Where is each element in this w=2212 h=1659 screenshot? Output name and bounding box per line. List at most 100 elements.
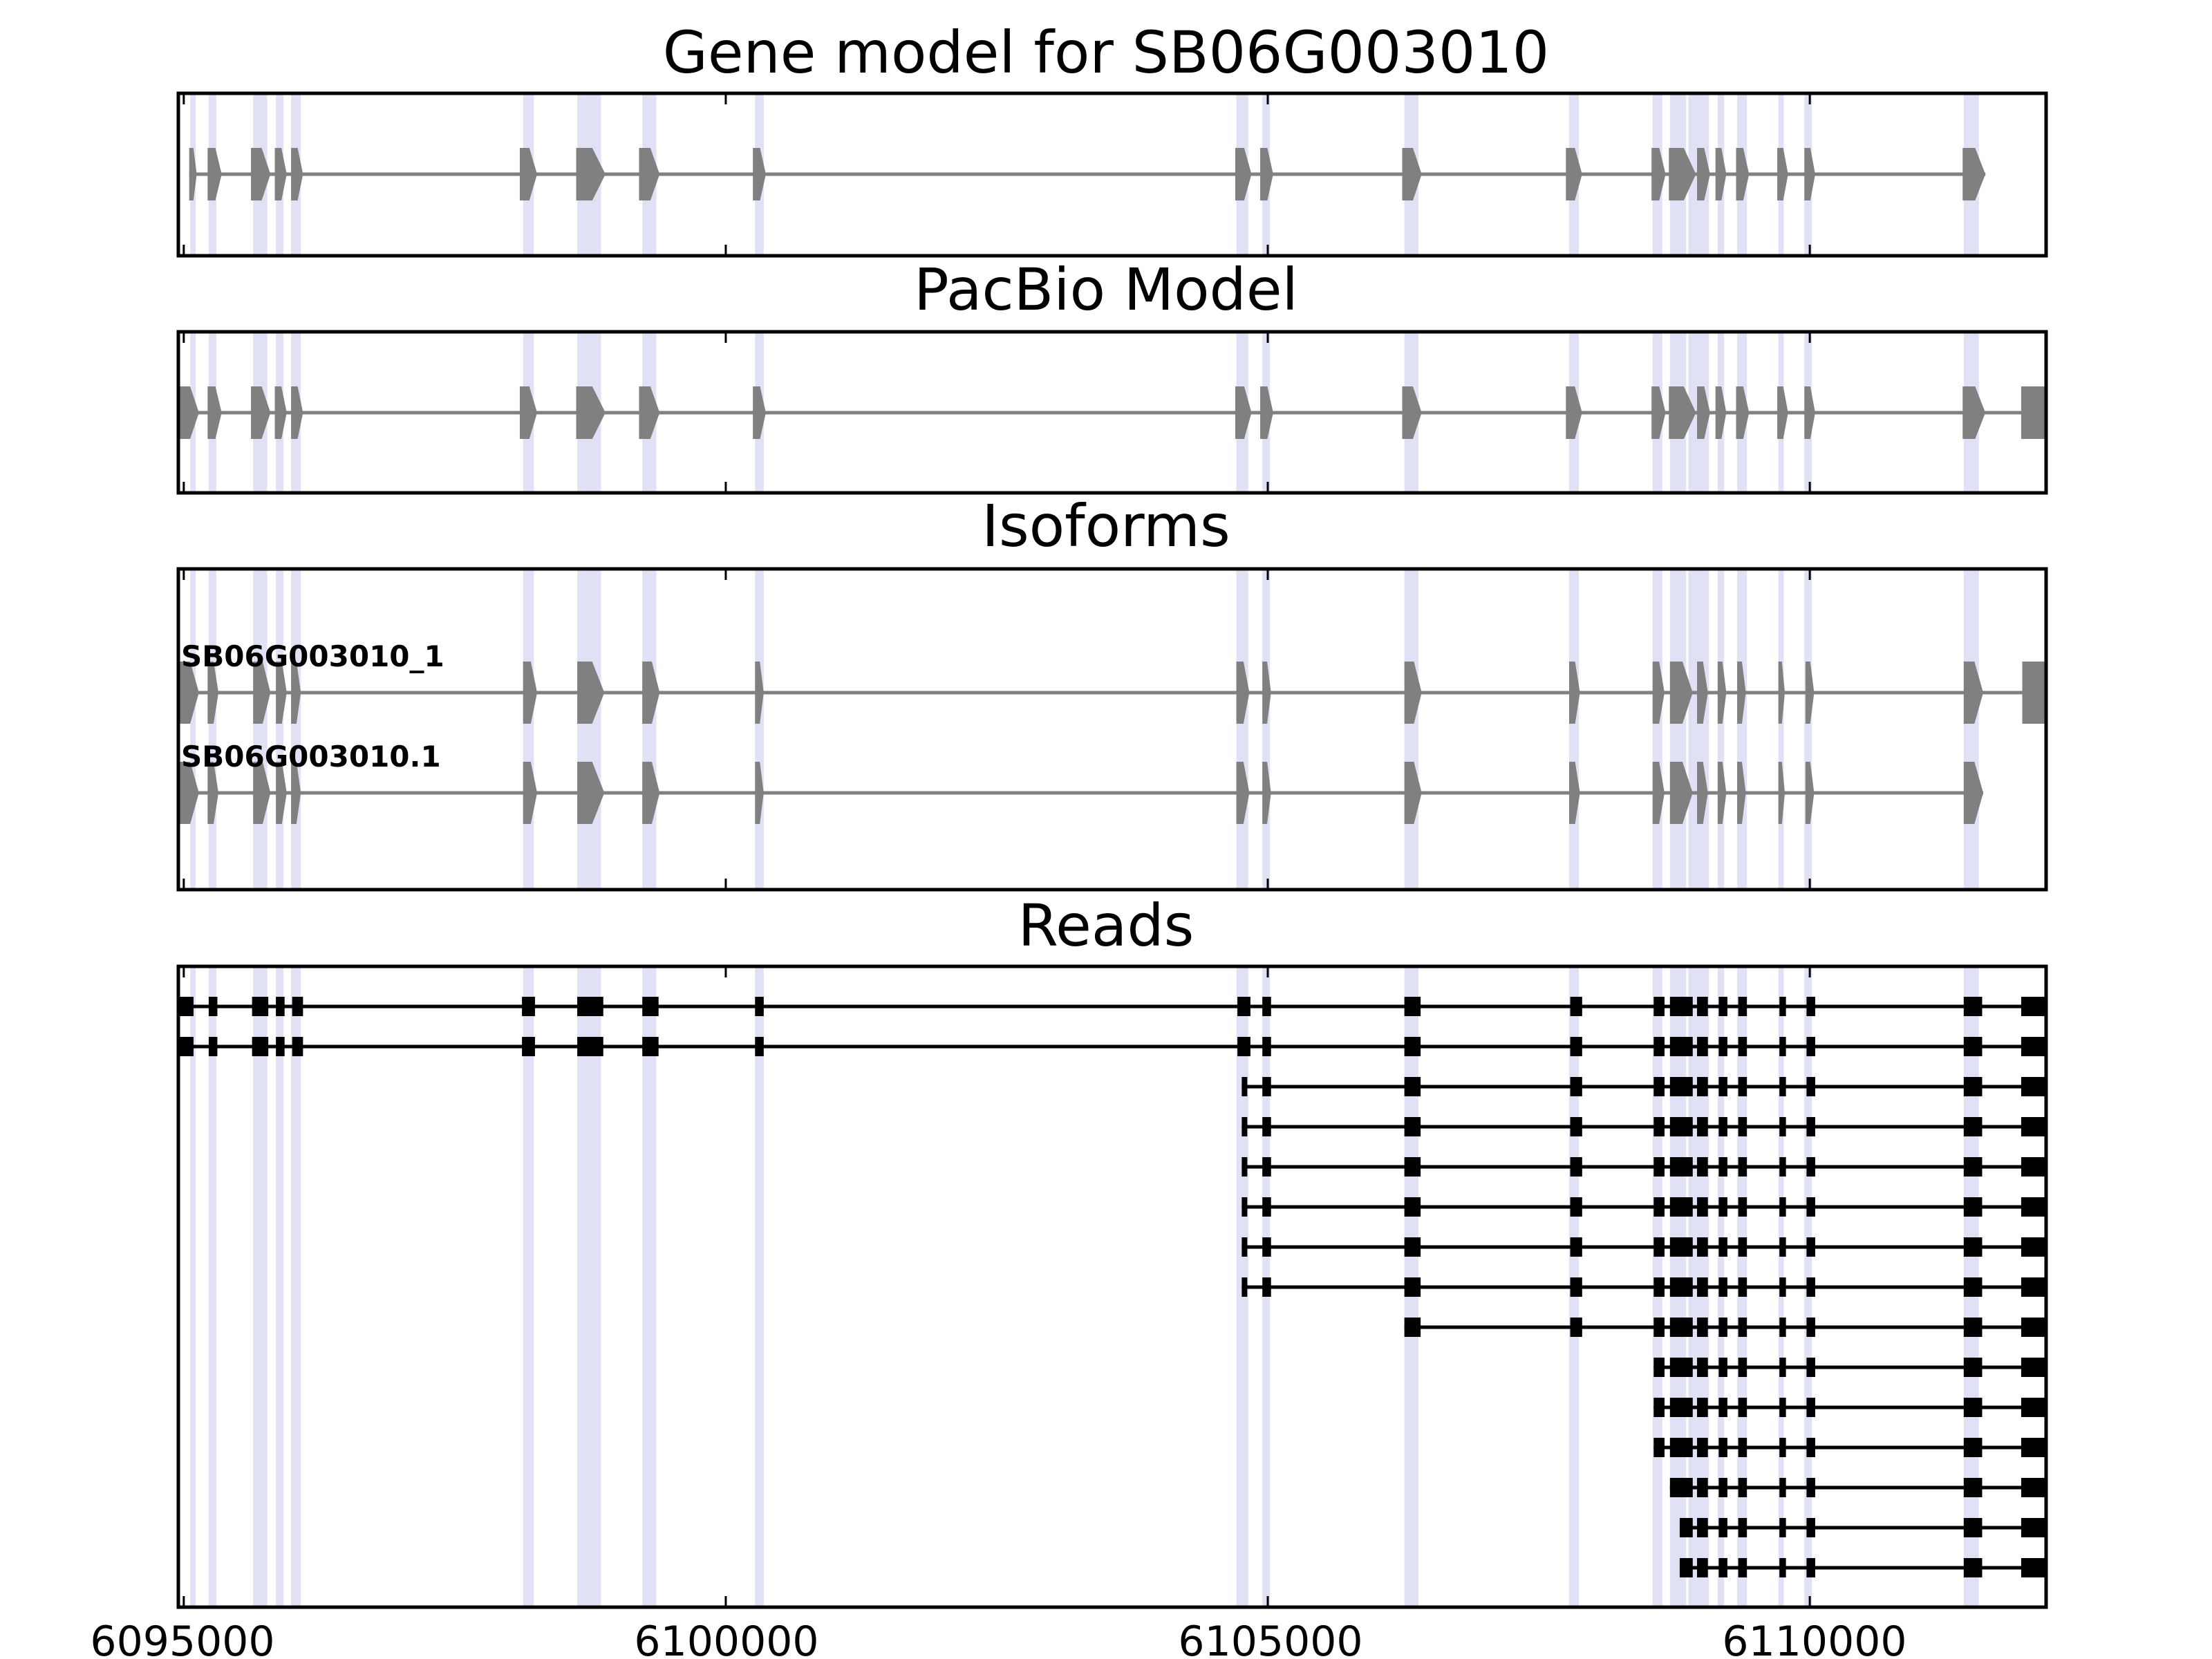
read-exon xyxy=(1779,1197,1786,1217)
exon-block xyxy=(1262,662,1271,724)
exon-block xyxy=(1236,662,1250,724)
exon-block xyxy=(1652,662,1665,724)
exon-highlight-band xyxy=(190,569,196,890)
read-exon xyxy=(1779,1037,1786,1056)
exon-block xyxy=(523,662,538,724)
read-exon xyxy=(208,997,218,1016)
read-exon xyxy=(1738,1558,1747,1577)
read-exon xyxy=(1738,1077,1747,1096)
read-exon xyxy=(1262,1277,1271,1297)
read-exon xyxy=(1653,1197,1665,1217)
exon-highlight-band xyxy=(523,569,534,890)
read-exon xyxy=(1404,1237,1421,1257)
exon-block xyxy=(1778,762,1785,824)
read-exon xyxy=(1738,1478,1747,1497)
read-exon xyxy=(252,1037,269,1056)
panel-frame xyxy=(176,330,2048,495)
read-exon xyxy=(1653,1438,1665,1457)
exon-block xyxy=(274,386,287,439)
panel-plot-area xyxy=(179,966,2046,1607)
read-exon xyxy=(1963,1157,1983,1177)
exon-highlight-band xyxy=(1688,569,1709,890)
exon-block xyxy=(291,762,301,824)
exon-highlight-band xyxy=(642,966,657,1607)
read-exon xyxy=(1779,1518,1786,1537)
read-exon xyxy=(1738,1518,1747,1537)
read-exon xyxy=(1718,1398,1727,1417)
exon-highlight-band xyxy=(1717,569,1725,890)
read-exon xyxy=(1738,1037,1747,1056)
read-exon xyxy=(1404,997,1421,1016)
read-exon xyxy=(1669,1478,1693,1497)
read-exon xyxy=(642,997,659,1016)
read-exon xyxy=(1779,1478,1786,1497)
read-exon xyxy=(1697,1157,1708,1177)
read-exon xyxy=(1963,1037,1983,1056)
read-exon xyxy=(1738,1358,1747,1377)
read-exon xyxy=(1697,1438,1708,1457)
read-exon xyxy=(1404,1077,1421,1096)
x-tick-label: 6100000 xyxy=(634,1618,818,1659)
read-exon xyxy=(1806,1197,1815,1217)
exon-highlight-band xyxy=(1652,569,1662,890)
read-exon xyxy=(1653,1157,1665,1177)
read-exon xyxy=(2021,1037,2046,1056)
exon-block xyxy=(639,148,660,200)
read-exon xyxy=(577,997,603,1016)
read-exon xyxy=(755,997,764,1016)
read-exon xyxy=(1779,1358,1786,1377)
exon-block xyxy=(1669,662,1693,724)
exon-highlight-band xyxy=(1669,569,1687,890)
exon-block xyxy=(642,662,660,724)
exon-block xyxy=(1566,148,1582,200)
read-exon xyxy=(1779,997,1786,1016)
exon-highlight-band xyxy=(755,569,764,890)
exon-block xyxy=(755,662,764,724)
exon-block xyxy=(1963,662,1984,724)
exon-block xyxy=(1805,762,1815,824)
exon-highlight-band xyxy=(523,966,534,1607)
exon-block xyxy=(291,662,301,724)
exon-block xyxy=(291,148,303,200)
read-exon xyxy=(292,997,303,1016)
exon-block xyxy=(1568,662,1580,724)
exon-block xyxy=(1404,662,1422,724)
read-exon xyxy=(1241,1117,1248,1136)
read-exon xyxy=(1738,1438,1747,1457)
read-exon xyxy=(179,997,194,1016)
exon-block xyxy=(1404,762,1422,824)
exon-block xyxy=(1804,386,1815,439)
read-exon xyxy=(1653,1358,1665,1377)
read-exon xyxy=(276,1037,285,1056)
read-exon xyxy=(1653,1037,1665,1056)
read-exon xyxy=(1697,997,1708,1016)
panel-plot-area xyxy=(179,569,2046,890)
read-exon xyxy=(2021,1398,2046,1417)
read-exon xyxy=(1653,1117,1665,1136)
read-exon xyxy=(1697,1237,1708,1257)
exon-block xyxy=(251,148,271,200)
read-exon xyxy=(2021,1518,2046,1537)
exon-highlight-band xyxy=(253,569,268,890)
read-exon xyxy=(1653,1077,1665,1096)
exon-block xyxy=(523,762,538,824)
read-exon xyxy=(1653,1237,1665,1257)
exon-highlight-band xyxy=(1262,569,1271,890)
read-exon xyxy=(1718,1277,1727,1297)
x-axis-labels: 6095000 6100000 6105000 6110000 xyxy=(90,1618,1906,1659)
read-exon xyxy=(1963,1518,1983,1537)
read-exon xyxy=(1738,1277,1747,1297)
read-exon xyxy=(1779,1077,1786,1096)
read-exon xyxy=(1738,1398,1747,1417)
exon-block xyxy=(519,386,538,439)
read-exon xyxy=(1963,1117,1983,1136)
read-exon xyxy=(1779,1117,1786,1136)
exon-block xyxy=(179,762,199,824)
read-exon xyxy=(1241,1277,1248,1297)
read-exon xyxy=(1697,1558,1708,1577)
exon-block xyxy=(1777,386,1788,439)
exon-highlight-band xyxy=(208,569,216,890)
read-exon xyxy=(1262,1037,1271,1056)
isoform-label: SB06G003010_1 xyxy=(181,639,444,673)
read-exon xyxy=(1718,1438,1727,1457)
